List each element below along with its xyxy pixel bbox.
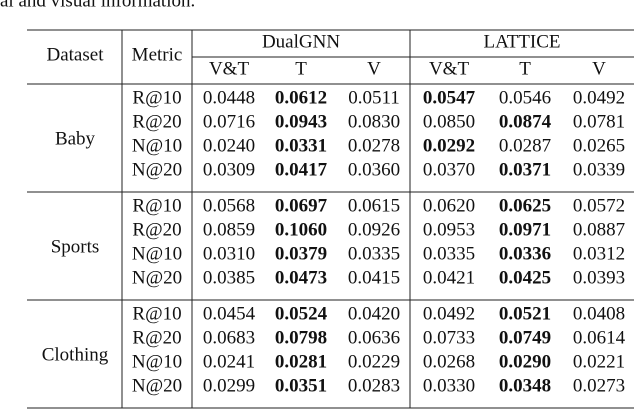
metric-label: N@10 [132, 243, 182, 264]
value-cell: 0.0492 [423, 303, 475, 324]
value-cell: 0.0312 [573, 243, 625, 264]
header-subcolumn: V [592, 58, 606, 79]
value-cell: 0.0371 [499, 159, 551, 180]
value-cell: 0.0425 [499, 267, 551, 288]
value-cell: 0.0511 [348, 87, 400, 108]
value-cell: 0.0473 [275, 267, 327, 288]
value-cell: 0.0273 [573, 375, 625, 396]
value-cell: 0.0716 [203, 111, 255, 132]
value-cell: 0.0420 [348, 303, 400, 324]
dataset-label: Baby [55, 128, 96, 149]
value-cell: 0.0850 [423, 111, 475, 132]
header-cell: Dataset [47, 44, 105, 65]
value-cell: 0.0697 [275, 195, 328, 216]
value-cell: 0.0360 [348, 159, 400, 180]
value-cell: 0.0874 [499, 111, 552, 132]
value-cell: 0.0299 [203, 375, 255, 396]
value-cell: 0.0859 [203, 219, 255, 240]
value-cell: 0.0492 [573, 87, 625, 108]
value-cell: 0.0546 [499, 87, 551, 108]
value-cell: 0.0953 [423, 219, 475, 240]
value-cell: 0.0887 [573, 219, 625, 240]
value-cell: 0.0351 [275, 375, 327, 396]
value-cell: 0.0278 [348, 135, 400, 156]
value-cell: 0.0733 [423, 327, 475, 348]
value-cell: 0.0683 [203, 327, 255, 348]
value-cell: 0.0547 [423, 87, 476, 108]
metric-label: R@10 [132, 303, 181, 324]
value-cell: 0.1060 [275, 219, 327, 240]
value-cell: 0.0370 [423, 159, 475, 180]
value-cell: 0.0454 [203, 303, 256, 324]
value-cell: 0.0335 [348, 243, 400, 264]
value-cell: 0.0421 [423, 267, 475, 288]
value-cell: 0.0408 [573, 303, 625, 324]
value-cell: 0.0385 [203, 267, 255, 288]
value-cell: 0.0749 [499, 327, 551, 348]
value-cell: 0.0331 [275, 135, 327, 156]
value-cell: 0.0636 [348, 327, 400, 348]
dataset-label: Clothing [42, 344, 109, 365]
value-cell: 0.0393 [573, 267, 625, 288]
value-cell: 0.0265 [573, 135, 625, 156]
metric-label: R@20 [132, 111, 181, 132]
dataset-label: Sports [51, 236, 100, 257]
value-cell: 0.0524 [275, 303, 328, 324]
metric-label: R@20 [132, 327, 181, 348]
header-group: LATTICE [483, 31, 560, 52]
value-cell: 0.0448 [203, 87, 255, 108]
header-subcolumn: V&T [209, 58, 250, 79]
value-cell: 0.0339 [573, 159, 625, 180]
metric-label: N@20 [132, 159, 182, 180]
value-cell: 0.0348 [499, 375, 551, 396]
value-cell: 0.0971 [499, 219, 551, 240]
metric-label: N@20 [132, 375, 182, 396]
value-cell: 0.0572 [573, 195, 625, 216]
caption-fragment: al and visual information. [0, 0, 195, 11]
metric-label: N@10 [132, 135, 182, 156]
value-cell: 0.0830 [348, 111, 400, 132]
value-cell: 0.0625 [499, 195, 551, 216]
metric-label: N@10 [132, 351, 182, 372]
value-cell: 0.0620 [423, 195, 475, 216]
header-subcolumn: V [367, 58, 381, 79]
header-cell: Metric [132, 44, 183, 65]
value-cell: 0.0379 [275, 243, 327, 264]
metric-label: R@20 [132, 219, 181, 240]
value-cell: 0.0417 [275, 159, 328, 180]
value-cell: 0.0568 [203, 195, 255, 216]
value-cell: 0.0335 [423, 243, 475, 264]
value-cell: 0.0292 [423, 135, 475, 156]
header-subcolumn: T [295, 58, 307, 79]
metric-label: R@10 [132, 87, 181, 108]
value-cell: 0.0330 [423, 375, 475, 396]
header-subcolumn: V&T [429, 58, 470, 79]
metric-label: N@20 [132, 267, 182, 288]
value-cell: 0.0310 [203, 243, 255, 264]
value-cell: 0.0926 [348, 219, 400, 240]
value-cell: 0.0943 [275, 111, 327, 132]
value-cell: 0.0229 [348, 351, 400, 372]
value-cell: 0.0241 [203, 351, 255, 372]
value-cell: 0.0521 [499, 303, 551, 324]
value-cell: 0.0221 [573, 351, 625, 372]
value-cell: 0.0283 [348, 375, 400, 396]
value-cell: 0.0336 [499, 243, 551, 264]
value-cell: 0.0287 [499, 135, 551, 156]
header-group: DualGNN [262, 31, 340, 52]
value-cell: 0.0268 [423, 351, 475, 372]
header-subcolumn: T [519, 58, 531, 79]
value-cell: 0.0781 [573, 111, 625, 132]
value-cell: 0.0612 [275, 87, 327, 108]
value-cell: 0.0615 [348, 195, 400, 216]
value-cell: 0.0309 [203, 159, 255, 180]
value-cell: 0.0290 [499, 351, 551, 372]
value-cell: 0.0415 [348, 267, 400, 288]
value-cell: 0.0281 [275, 351, 327, 372]
value-cell: 0.0614 [573, 327, 626, 348]
value-cell: 0.0798 [275, 327, 327, 348]
metric-label: R@10 [132, 195, 181, 216]
value-cell: 0.0240 [203, 135, 255, 156]
